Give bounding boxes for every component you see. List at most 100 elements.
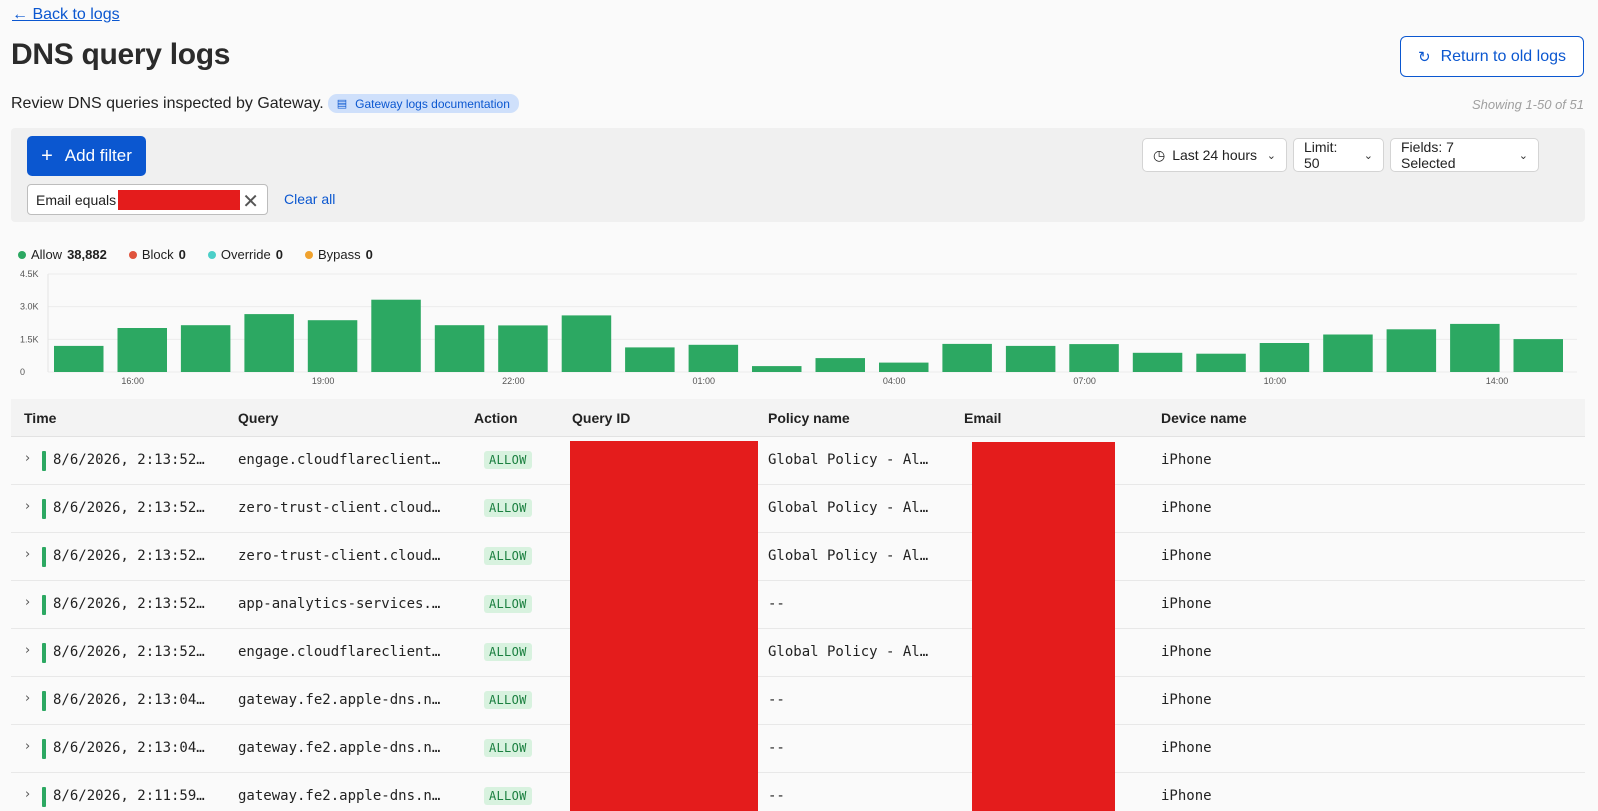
cell-query: gateway.fe2.apple-dns.n… — [238, 692, 441, 708]
action-badge: ALLOW — [484, 547, 532, 565]
cell-time: 8/6/2026, 2:13:52… — [53, 596, 205, 612]
back-to-logs-link[interactable]: ← Back to logs — [12, 6, 120, 23]
chart-bar[interactable] — [307, 320, 358, 372]
chevron-right-icon[interactable]: › — [25, 787, 31, 802]
cell-query: gateway.fe2.apple-dns.n… — [238, 788, 441, 804]
legend-count: 38,882 — [67, 247, 107, 262]
chart-bar[interactable] — [54, 345, 104, 372]
fields-dropdown[interactable]: Fields: 7 Selected ⌄ — [1390, 138, 1539, 172]
chart-bar[interactable] — [498, 325, 548, 372]
chart-bar[interactable] — [1259, 343, 1310, 372]
y-tick-label: 0 — [20, 367, 25, 377]
chart-bar[interactable] — [1069, 344, 1119, 372]
chart-bar[interactable] — [371, 299, 421, 372]
x-tick-label: 04:00 — [883, 376, 906, 386]
chevron-right-icon[interactable]: › — [25, 739, 31, 754]
legend-dot — [207, 250, 216, 259]
legend-count: 0 — [178, 247, 186, 262]
chevron-right-icon[interactable]: › — [25, 547, 31, 562]
chart-bar[interactable] — [1196, 353, 1246, 372]
table-body: › 8/6/2026, 2:13:52… engage.cloudflareclie… — [11, 437, 1585, 811]
cell-policy-name: -- — [768, 788, 785, 804]
limit-dropdown[interactable]: Limit: 50 ⌄ — [1293, 138, 1384, 172]
chevron-right-icon[interactable]: › — [25, 643, 31, 658]
chevron-down-icon: ⌄ — [1266, 149, 1276, 162]
y-tick-label: 1.5K — [20, 334, 39, 344]
cell-query: gateway.fe2.apple-dns.n… — [238, 740, 441, 756]
table-row[interactable]: › 8/6/2026, 2:13:52… app-analytics-service… — [11, 581, 1585, 629]
column-header-policy-name[interactable]: Policy name — [768, 410, 850, 426]
chart-legend: Allow 38,882 Block 0 Override 0 Bypass 0 — [18, 247, 373, 262]
cell-time: 8/6/2026, 2:13:52… — [53, 644, 205, 660]
chart-bar[interactable] — [180, 325, 231, 372]
cell-device-name: iPhone — [1161, 740, 1212, 756]
chart-bar[interactable] — [942, 343, 992, 372]
table-row[interactable]: › 8/6/2026, 2:13:04… gateway.fe2.apple-dns… — [11, 725, 1585, 773]
cell-query: engage.cloudflareclient… — [238, 452, 441, 468]
cell-policy-name: -- — [768, 740, 785, 756]
add-filter-button[interactable]: + Add filter — [27, 136, 146, 176]
legend-label: Override — [220, 247, 271, 262]
chevron-right-icon[interactable]: › — [25, 499, 31, 514]
cell-policy-name: Global Policy - Al… — [768, 548, 929, 564]
chart-bar[interactable] — [1005, 345, 1056, 372]
limit-value: Limit: 50 — [1304, 139, 1338, 171]
redacted-email-value — [118, 189, 241, 210]
x-tick-label: 01:00 — [693, 376, 716, 386]
chart-bar[interactable] — [752, 366, 802, 372]
plus-icon: + — [41, 144, 53, 167]
table-row[interactable]: › 8/6/2026, 2:13:52… engage.cloudflareclie… — [11, 629, 1585, 677]
chart-bar[interactable] — [1323, 334, 1373, 373]
table-row[interactable]: › 8/6/2026, 2:11:59… gateway.fe2.apple-dns… — [11, 773, 1585, 811]
cell-policy-name: Global Policy - Al… — [768, 452, 929, 468]
cell-device-name: iPhone — [1161, 548, 1212, 564]
chart-bar[interactable] — [1513, 339, 1564, 372]
chevron-right-icon[interactable]: › — [25, 595, 31, 610]
clear-all-button[interactable]: Clear all — [284, 191, 336, 207]
table-row[interactable]: › 8/6/2026, 2:13:52… zero-trust-client.clo… — [11, 485, 1585, 533]
chart-bar[interactable] — [879, 362, 929, 372]
column-header-action[interactable]: Action — [474, 410, 518, 426]
column-header-time[interactable]: Time — [24, 410, 57, 426]
legend-label: Block — [141, 247, 174, 262]
legend-block[interactable]: Block 0 — [128, 247, 186, 262]
chevron-right-icon[interactable]: › — [25, 451, 31, 466]
column-header-query-id[interactable]: Query ID — [572, 410, 631, 426]
chart-bar[interactable] — [117, 328, 168, 372]
legend-allow[interactable]: Allow 38,882 — [18, 247, 107, 262]
chevron-right-icon[interactable]: › — [25, 691, 31, 706]
x-tick-label: 10:00 — [1264, 376, 1287, 386]
redacted-email-column — [972, 442, 1115, 811]
column-header-email[interactable]: Email — [964, 410, 1002, 426]
legend-bypass[interactable]: Bypass 0 — [304, 247, 373, 262]
chart-bar[interactable] — [688, 344, 739, 372]
chart-bar[interactable] — [625, 347, 675, 372]
chart-bar[interactable] — [1450, 323, 1500, 372]
cell-device-name: iPhone — [1161, 644, 1212, 660]
fields-value: Fields: 7 Selected — [1401, 139, 1456, 171]
gateway-docs-link[interactable]: ▤ Gateway logs documentation — [327, 94, 519, 113]
gateway-docs-label: Gateway logs documentation — [355, 96, 510, 111]
close-icon[interactable]: ✕ — [242, 191, 259, 213]
chart-bar[interactable] — [561, 315, 612, 372]
chart-bar[interactable] — [1386, 329, 1437, 372]
x-tick-label: 07:00 — [1073, 376, 1096, 386]
chart-bar[interactable] — [1132, 352, 1183, 372]
filter-panel: + Add filter Email equals ✕ Clear all ◷ … — [11, 128, 1585, 222]
table-row[interactable]: › 8/6/2026, 2:13:04… gateway.fe2.apple-dns… — [11, 677, 1585, 725]
cell-device-name: iPhone — [1161, 788, 1212, 804]
return-to-old-logs-button[interactable]: ↻ Return to old logs — [1400, 36, 1584, 77]
chart-bar[interactable] — [244, 314, 294, 372]
chart-bar[interactable] — [815, 358, 866, 372]
column-header-query[interactable]: Query — [238, 410, 279, 426]
cell-time: 8/6/2026, 2:13:52… — [53, 452, 205, 468]
column-header-device-name[interactable]: Device name — [1161, 410, 1247, 426]
time-range-dropdown[interactable]: ◷ Last 24 hours ⌄ — [1142, 138, 1287, 172]
legend-override[interactable]: Override 0 — [207, 247, 283, 262]
chart-bar[interactable] — [434, 325, 485, 372]
cell-device-name: iPhone — [1161, 692, 1212, 708]
table-row[interactable]: › 8/6/2026, 2:13:52… zero-trust-client.clo… — [11, 533, 1585, 581]
email-filter-chip[interactable]: Email equals ✕ — [27, 184, 268, 215]
table-row[interactable]: › 8/6/2026, 2:13:52… engage.cloudflareclie… — [11, 437, 1585, 485]
